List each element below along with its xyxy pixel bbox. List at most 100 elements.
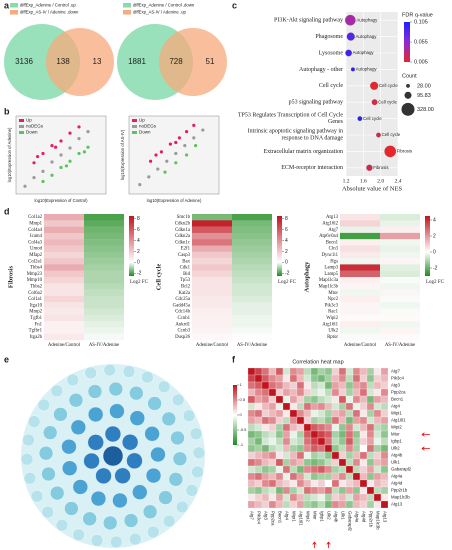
corr-cell	[289, 444, 298, 453]
corr-cell	[275, 367, 284, 376]
corr-cell	[275, 416, 284, 425]
row-label: Cdc14b	[175, 310, 191, 315]
corr-cell	[366, 374, 375, 383]
bubble	[345, 14, 356, 26]
row-label: Cdkn2b	[175, 222, 191, 227]
network-node	[23, 472, 37, 485]
corr-cell	[282, 444, 291, 453]
corr-cell	[275, 381, 284, 390]
bubble-label: Cell cycle	[363, 116, 382, 121]
corr-cell	[282, 451, 291, 460]
corr-cell	[310, 374, 319, 383]
row-label: Mmp1	[29, 222, 42, 227]
heat-cell	[340, 245, 380, 252]
corr-cell	[324, 458, 333, 467]
corr-cell	[366, 402, 375, 411]
row-label: Atg4a	[391, 474, 403, 479]
heat-cell	[44, 226, 84, 234]
corr-cell	[366, 388, 375, 397]
row-label: Atp6v0a4	[319, 234, 339, 239]
point	[154, 153, 158, 157]
column-label: AS-IV/Adenine	[237, 343, 267, 348]
corr-cell	[359, 472, 368, 481]
row-label: Ccnb1	[177, 316, 190, 321]
corr-cell	[359, 416, 368, 425]
point	[32, 176, 36, 180]
corr-cell	[324, 381, 333, 390]
point	[64, 164, 68, 168]
corr-cell	[380, 409, 389, 418]
heat-cell	[380, 295, 420, 303]
row-label: Casp3	[178, 253, 191, 258]
heat-cell	[84, 314, 124, 322]
corr-cell	[380, 486, 389, 495]
row-label: Rac1	[328, 310, 338, 315]
corr-cell	[303, 402, 312, 411]
size-legend-mark	[404, 91, 412, 99]
legend-swatch	[132, 119, 137, 122]
row-label: Gabarapl2	[391, 467, 412, 472]
network-node	[87, 406, 104, 423]
panel-label: b	[4, 106, 10, 116]
corr-cell	[317, 458, 326, 467]
heat-cell	[380, 289, 420, 297]
corr-cell	[352, 416, 361, 425]
corr-cell	[268, 409, 277, 418]
corr-cell	[247, 472, 256, 481]
corr-cell	[324, 430, 333, 439]
corr-cell	[359, 458, 368, 467]
heat-cell	[84, 245, 124, 252]
legend-label: Log2 FC	[426, 280, 445, 285]
point	[68, 146, 72, 150]
corr-cell	[261, 472, 270, 481]
corr-cell	[289, 479, 298, 488]
corr-cell	[275, 444, 284, 453]
corr-cell	[282, 458, 291, 467]
corr-cell	[261, 430, 270, 439]
corr-cell	[373, 367, 382, 376]
corr-cell	[359, 486, 368, 495]
colorbar-tick-label: 2	[137, 249, 140, 255]
corr-cell	[261, 374, 270, 383]
corr-cell	[380, 416, 389, 425]
network-node	[161, 411, 176, 427]
annotation-arrow	[326, 541, 331, 548]
corr-cell	[254, 430, 263, 439]
heat-cell	[340, 232, 380, 240]
heat-cell	[192, 289, 232, 297]
corr-cell	[303, 423, 312, 432]
corr-cell	[366, 423, 375, 432]
heat-cell	[84, 295, 124, 303]
heat-cell	[380, 277, 420, 284]
column-label: Adenine/Control	[48, 343, 81, 348]
column-label: Ulk1	[340, 511, 345, 520]
corr-cell	[282, 381, 291, 390]
corr-cell	[310, 409, 319, 418]
corr-cell	[289, 409, 298, 418]
legend-label: Down	[139, 130, 151, 135]
corr-cell	[282, 423, 291, 432]
corr-cell	[345, 402, 354, 411]
corr-cell	[366, 479, 375, 488]
row-label: Tgfb1	[30, 316, 42, 321]
corr-cell	[380, 472, 389, 481]
corr-cell	[310, 493, 319, 502]
x-axis-title: log10(Expression of Control)	[34, 198, 88, 203]
network-node	[68, 393, 84, 408]
corr-cell	[247, 451, 256, 460]
corr-cell	[352, 430, 361, 439]
point	[163, 170, 167, 174]
column-label: Ulk2	[326, 511, 331, 520]
heat-cell	[84, 308, 124, 315]
point	[174, 140, 178, 145]
point	[68, 131, 72, 135]
heat-cell	[84, 232, 124, 240]
network-node	[157, 380, 171, 393]
corr-cell	[324, 444, 333, 453]
corr-cell	[247, 500, 256, 509]
heat-cell	[232, 314, 272, 322]
corr-cell	[310, 458, 319, 467]
corr-cell	[275, 479, 284, 488]
heat-cell	[340, 327, 380, 334]
network-node	[185, 484, 199, 497]
